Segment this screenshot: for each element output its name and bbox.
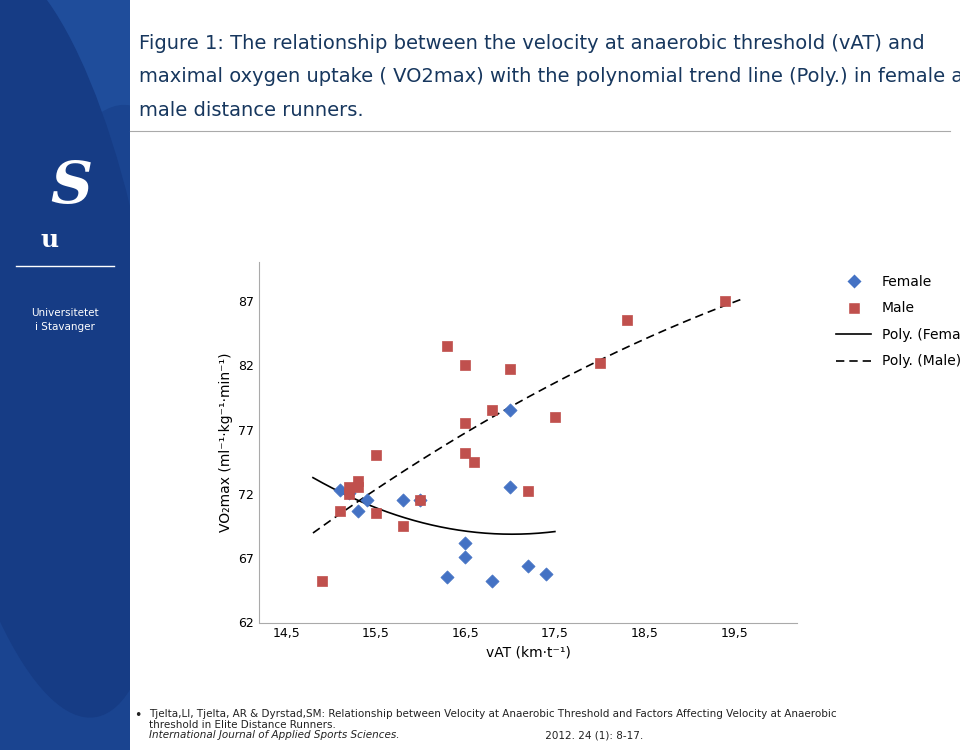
Text: S: S xyxy=(50,159,92,216)
Point xyxy=(368,507,383,519)
Point xyxy=(413,494,428,506)
Point xyxy=(502,404,517,416)
Point xyxy=(520,485,536,497)
Text: International Journal of Applied Sports Sciences.: International Journal of Applied Sports … xyxy=(149,730,399,740)
Text: Tjelta,LI, Tjelta, AR & Dyrstad,SM: Relationship between Velocity at Anaerobic T: Tjelta,LI, Tjelta, AR & Dyrstad,SM: Rela… xyxy=(149,709,836,730)
Point xyxy=(717,295,732,307)
Text: u: u xyxy=(40,228,59,252)
Point xyxy=(485,404,500,416)
Text: 2012. 24 (1): 8-17.: 2012. 24 (1): 8-17. xyxy=(542,730,643,740)
Point xyxy=(485,575,500,587)
Y-axis label: VO₂max (ml⁻¹·kg⁻¹·min⁻¹): VO₂max (ml⁻¹·kg⁻¹·min⁻¹) xyxy=(219,352,232,532)
Text: •: • xyxy=(134,709,142,722)
Point xyxy=(502,363,517,375)
Point xyxy=(350,482,366,494)
Point xyxy=(547,411,563,423)
Point xyxy=(592,357,608,369)
Point xyxy=(458,359,473,371)
Point xyxy=(314,575,329,587)
Point xyxy=(458,537,473,549)
Point xyxy=(395,494,410,506)
Point xyxy=(350,475,366,487)
Text: Figure 1: The relationship between the velocity at anaerobic threshold (vAT) and: Figure 1: The relationship between the v… xyxy=(139,34,924,53)
Point xyxy=(350,505,366,517)
Point xyxy=(520,560,536,572)
Point xyxy=(440,340,455,352)
Ellipse shape xyxy=(0,106,201,750)
Point xyxy=(359,494,374,506)
Point xyxy=(395,520,410,532)
Point xyxy=(458,551,473,563)
Point xyxy=(502,482,517,494)
Point xyxy=(332,505,348,517)
Point xyxy=(458,447,473,459)
Point xyxy=(332,484,348,496)
Point xyxy=(368,449,383,461)
Point xyxy=(467,456,482,468)
Point xyxy=(341,487,356,499)
Text: maximal oxygen uptake ( VO2max) with the polynomial trend line (Poly.) in female: maximal oxygen uptake ( VO2max) with the… xyxy=(139,68,960,86)
Point xyxy=(341,482,356,494)
Point xyxy=(341,488,356,500)
Text: male distance runners.: male distance runners. xyxy=(139,101,364,120)
X-axis label: vAT (km·t⁻¹): vAT (km·t⁻¹) xyxy=(486,646,570,660)
Ellipse shape xyxy=(0,0,165,717)
Point xyxy=(458,417,473,429)
Point xyxy=(619,314,635,326)
Point xyxy=(440,572,455,584)
Text: Universitetet
i Stavanger: Universitetet i Stavanger xyxy=(31,308,99,332)
Point xyxy=(413,494,428,506)
Point xyxy=(539,568,554,580)
Legend: Female, Male, Poly. (Female), Poly. (Male): Female, Male, Poly. (Female), Poly. (Mal… xyxy=(830,269,960,374)
